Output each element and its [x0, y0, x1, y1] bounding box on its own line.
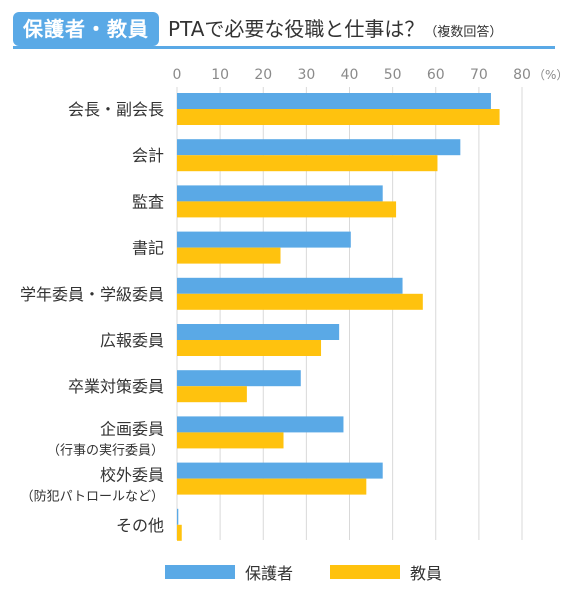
legend-swatch-teachers [330, 565, 400, 579]
bar-teachers-2 [177, 201, 397, 218]
legend-item-teachers: 教員 [330, 560, 442, 584]
bar-teachers-8 [177, 478, 367, 495]
bar-parents-3 [177, 231, 351, 248]
bar-teachers-6 [177, 386, 247, 403]
chart-title-text: PTAで必要な役職と仕事は？ [168, 17, 425, 41]
x-tick-label-80: 80 [513, 67, 531, 83]
category-label-6: 卒業対策委員 [68, 377, 164, 396]
bar-teachers-7 [177, 432, 284, 449]
category-label-2: 監査 [132, 192, 164, 211]
audience-tag: 保護者・教員 [13, 12, 159, 46]
x-tick-label-60: 60 [427, 67, 445, 83]
bar-teachers-9 [177, 524, 182, 541]
category-label-8: 校外委員（防犯パトロールなど） [21, 466, 164, 505]
chart-title-note: （複数回答） [424, 25, 503, 40]
category-label-7: 企画委員（行事の実行委員） [47, 419, 164, 458]
x-tick-label-40: 40 [341, 67, 359, 83]
legend-item-parents: 保護者 [165, 560, 293, 584]
legend-label-teachers: 教員 [410, 564, 443, 583]
x-axis-unit: （%） [533, 68, 568, 82]
bar-teachers-5 [177, 340, 322, 356]
bar-parents-4 [177, 277, 403, 294]
header-underline [13, 46, 555, 49]
bar-teachers-4 [177, 293, 423, 310]
chart-header: 保護者・教員 PTAで必要な役職と仕事は？（複数回答） [0, 0, 570, 52]
chart-title: PTAで必要な役職と仕事は？（複数回答） [168, 13, 502, 49]
category-label-9: その他 [116, 516, 164, 535]
bar-parents-9 [177, 508, 179, 525]
category-label-1: 会計 [132, 146, 164, 165]
bar-parents-0 [177, 93, 491, 109]
legend: 保護者 教員 [0, 560, 570, 584]
bar-teachers-3 [177, 247, 281, 264]
category-label-5: 広報委員 [100, 331, 164, 350]
bar-chart: 0 10 20 30 40 50 60 70 80 （%） 会長・副会長会計監査書記学年委員・学級委… [20, 67, 568, 541]
category-label-4: 学年委員・学級委員 [20, 285, 164, 304]
x-tick-label-70: 70 [470, 67, 488, 83]
legend-swatch-parents [165, 565, 235, 579]
bar-parents-5 [177, 324, 340, 340]
bar-parents-2 [177, 185, 383, 202]
bar-parents-8 [177, 462, 383, 479]
bar-parents-7 [177, 416, 344, 433]
bar-teachers-1 [177, 155, 438, 172]
bar-teachers-0 [177, 109, 500, 125]
category-label-0: 会長・副会長 [68, 100, 164, 119]
x-tick-label-10: 10 [211, 67, 229, 83]
x-tick-label-30: 30 [297, 67, 315, 83]
x-tick-label-50: 50 [384, 67, 402, 83]
category-label-3: 書記 [132, 239, 164, 258]
bar-parents-1 [177, 139, 461, 156]
x-tick-label-20: 20 [254, 67, 272, 83]
legend-label-parents: 保護者 [245, 564, 294, 583]
bar-parents-6 [177, 370, 301, 387]
x-tick-label-0: 0 [173, 67, 182, 83]
